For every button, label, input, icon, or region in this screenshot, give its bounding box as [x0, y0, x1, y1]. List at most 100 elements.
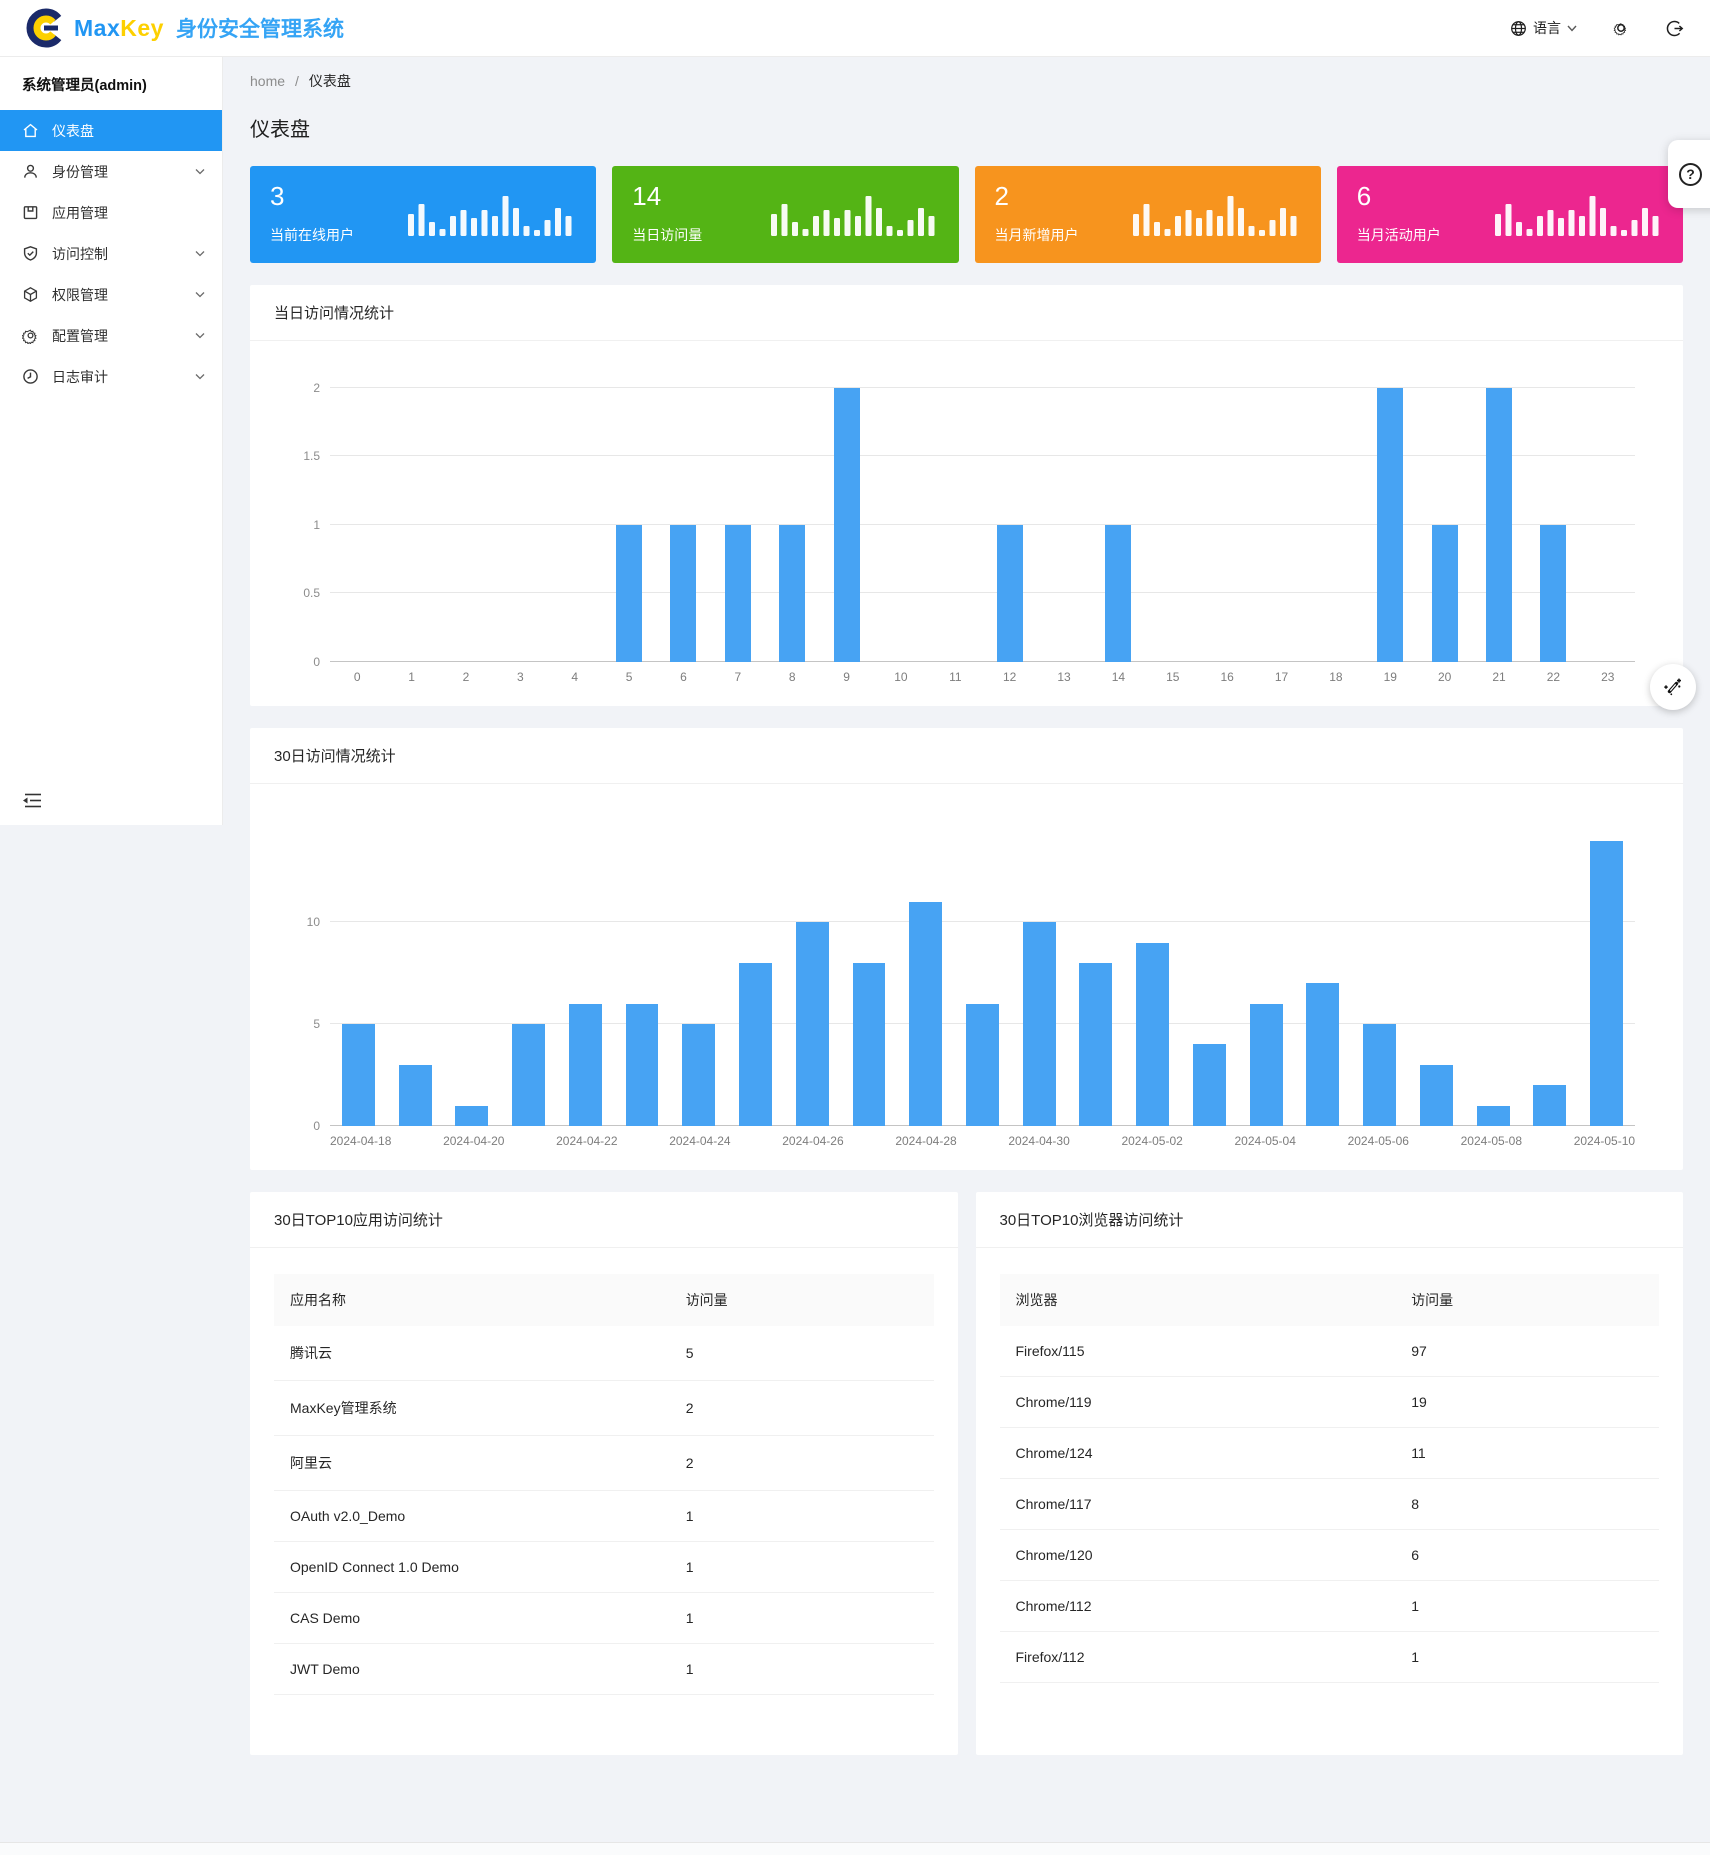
bar[interactable]	[1533, 1085, 1567, 1126]
current-user: 系统管理员(admin)	[22, 78, 147, 94]
bar[interactable]	[1540, 524, 1567, 662]
bar[interactable]	[795, 922, 829, 1126]
bar[interactable]	[1105, 524, 1132, 662]
sidebar-item-permissions[interactable]: 权限管理	[0, 274, 222, 315]
bar-slot	[1037, 367, 1091, 662]
bar-graph-icon	[770, 192, 939, 238]
sidebar-item-access-control[interactable]: 访问控制	[0, 233, 222, 274]
table-row: 阿里云 2	[274, 1435, 934, 1491]
globe-icon	[1510, 20, 1527, 37]
help-button[interactable]: ?	[1668, 140, 1710, 208]
x-axis-tick-label: 2024-04-18	[330, 1134, 392, 1148]
bar[interactable]	[966, 1003, 999, 1126]
bar[interactable]	[568, 1003, 602, 1126]
bar[interactable]	[724, 524, 751, 662]
settings-gear-icon[interactable]	[1611, 18, 1631, 38]
sidebar-item-configuration[interactable]: 配置管理	[0, 315, 222, 356]
magic-wand-button[interactable]	[1650, 664, 1696, 710]
bar[interactable]	[909, 901, 943, 1126]
bar-slot	[1578, 810, 1635, 1126]
bar-slot	[1408, 810, 1465, 1126]
bar-slot	[557, 810, 614, 1126]
x-axis-tick-label: 5	[625, 670, 633, 684]
bar[interactable]	[616, 524, 643, 662]
breadcrumb-current: 仪表盘	[308, 73, 351, 89]
sidebar-item-dashboard[interactable]: 仪表盘	[0, 110, 222, 151]
bar[interactable]	[1079, 962, 1113, 1126]
x-axis-tick-label: 8	[788, 670, 796, 684]
x-axis-tick-label: 15	[1166, 670, 1180, 684]
language-switcher[interactable]: 语言	[1510, 18, 1577, 38]
bar[interactable]	[1363, 1024, 1397, 1126]
bar[interactable]	[852, 962, 886, 1126]
bar-slot	[500, 810, 557, 1126]
stat-label: 当月活动用户	[1356, 227, 1441, 243]
stat-value: 6	[1356, 181, 1372, 211]
panel-title: 当日访问情况统计	[250, 285, 1683, 341]
x-axis-tick-label	[618, 1134, 670, 1148]
logout-icon[interactable]	[1665, 19, 1684, 38]
cell-name: Chrome/117	[999, 1478, 1396, 1530]
gridline	[330, 661, 1635, 662]
bar[interactable]	[779, 524, 806, 662]
bar-slot	[954, 810, 1011, 1126]
bar[interactable]	[1419, 1064, 1453, 1126]
top10-browsers-table: 浏览器 访问量 Firefox/115 97 Chrome/119 19 Chrome/…	[999, 1274, 1659, 1683]
bar-slot	[1309, 367, 1363, 662]
bar[interactable]	[996, 524, 1023, 662]
x-axis-tick-label: 2024-05-06	[1347, 1134, 1409, 1148]
bar-slot	[1294, 810, 1351, 1126]
x-axis-tick-label: 17	[1274, 670, 1289, 684]
menu-fold-icon[interactable]	[0, 778, 222, 825]
chart-plot-area: 0 0.5 1 1.5 2	[303, 367, 1635, 669]
page-title: 仪表盘	[250, 119, 310, 141]
x-axis-tick-label: 2024-05-02	[1121, 1134, 1183, 1148]
cell-name: Firefox/115	[999, 1326, 1396, 1377]
bar[interactable]	[1136, 942, 1170, 1126]
bar[interactable]	[1590, 840, 1623, 1126]
bar[interactable]	[1306, 983, 1340, 1126]
cell-count: 11	[1395, 1427, 1659, 1479]
breadcrumb-home[interactable]: home	[250, 73, 286, 89]
bar[interactable]	[1476, 1105, 1510, 1126]
bar[interactable]	[512, 1024, 546, 1126]
sidebar-item-applications[interactable]: 应用管理	[0, 192, 222, 233]
x-axis-tick-label: 2	[462, 670, 470, 684]
bars-layer	[330, 367, 1635, 662]
cell-name: OAuth v2.0_Demo	[274, 1490, 670, 1542]
bars-layer	[330, 810, 1635, 1126]
cell-count: 1	[1395, 1580, 1659, 1632]
bar[interactable]	[398, 1064, 432, 1126]
language-label: 语言	[1533, 20, 1561, 36]
bar[interactable]	[625, 1003, 659, 1126]
sidebar-item-audit[interactable]: 日志审计	[0, 356, 222, 397]
table-row: Chrome/117 8	[999, 1478, 1659, 1530]
bar[interactable]	[1377, 387, 1404, 662]
cell-name: Firefox/112	[999, 1631, 1396, 1683]
cell-name: Chrome/112	[999, 1580, 1396, 1632]
cell-count: 6	[1395, 1529, 1659, 1581]
bar[interactable]	[1022, 922, 1056, 1126]
bar[interactable]	[1431, 524, 1458, 662]
bar[interactable]	[341, 1024, 375, 1126]
bar[interactable]	[1192, 1044, 1226, 1126]
x-axis-tick-label: 2024-05-04	[1234, 1134, 1296, 1148]
stat-card-daily-visits: 14 当日访问量	[612, 166, 959, 263]
cell-name: Chrome/120	[999, 1529, 1396, 1581]
bar[interactable]	[1249, 1003, 1283, 1126]
bar-slot	[1363, 367, 1417, 662]
bar[interactable]	[670, 524, 697, 662]
sidebar-item-identity[interactable]: 身份管理	[0, 151, 222, 192]
x-axis-tick-label: 0	[353, 670, 361, 684]
bar-slot	[670, 810, 727, 1126]
bar[interactable]	[833, 387, 860, 662]
bar[interactable]	[739, 962, 772, 1126]
bar[interactable]	[682, 1024, 716, 1126]
bar-slot	[1465, 810, 1522, 1126]
bar[interactable]	[1486, 387, 1513, 662]
y-axis-tick-label: 0.5	[303, 586, 320, 601]
bar-slot	[1351, 810, 1408, 1126]
bar[interactable]	[455, 1105, 489, 1126]
bar-slot	[1146, 367, 1200, 662]
x-axis-tick-label	[844, 1134, 896, 1148]
